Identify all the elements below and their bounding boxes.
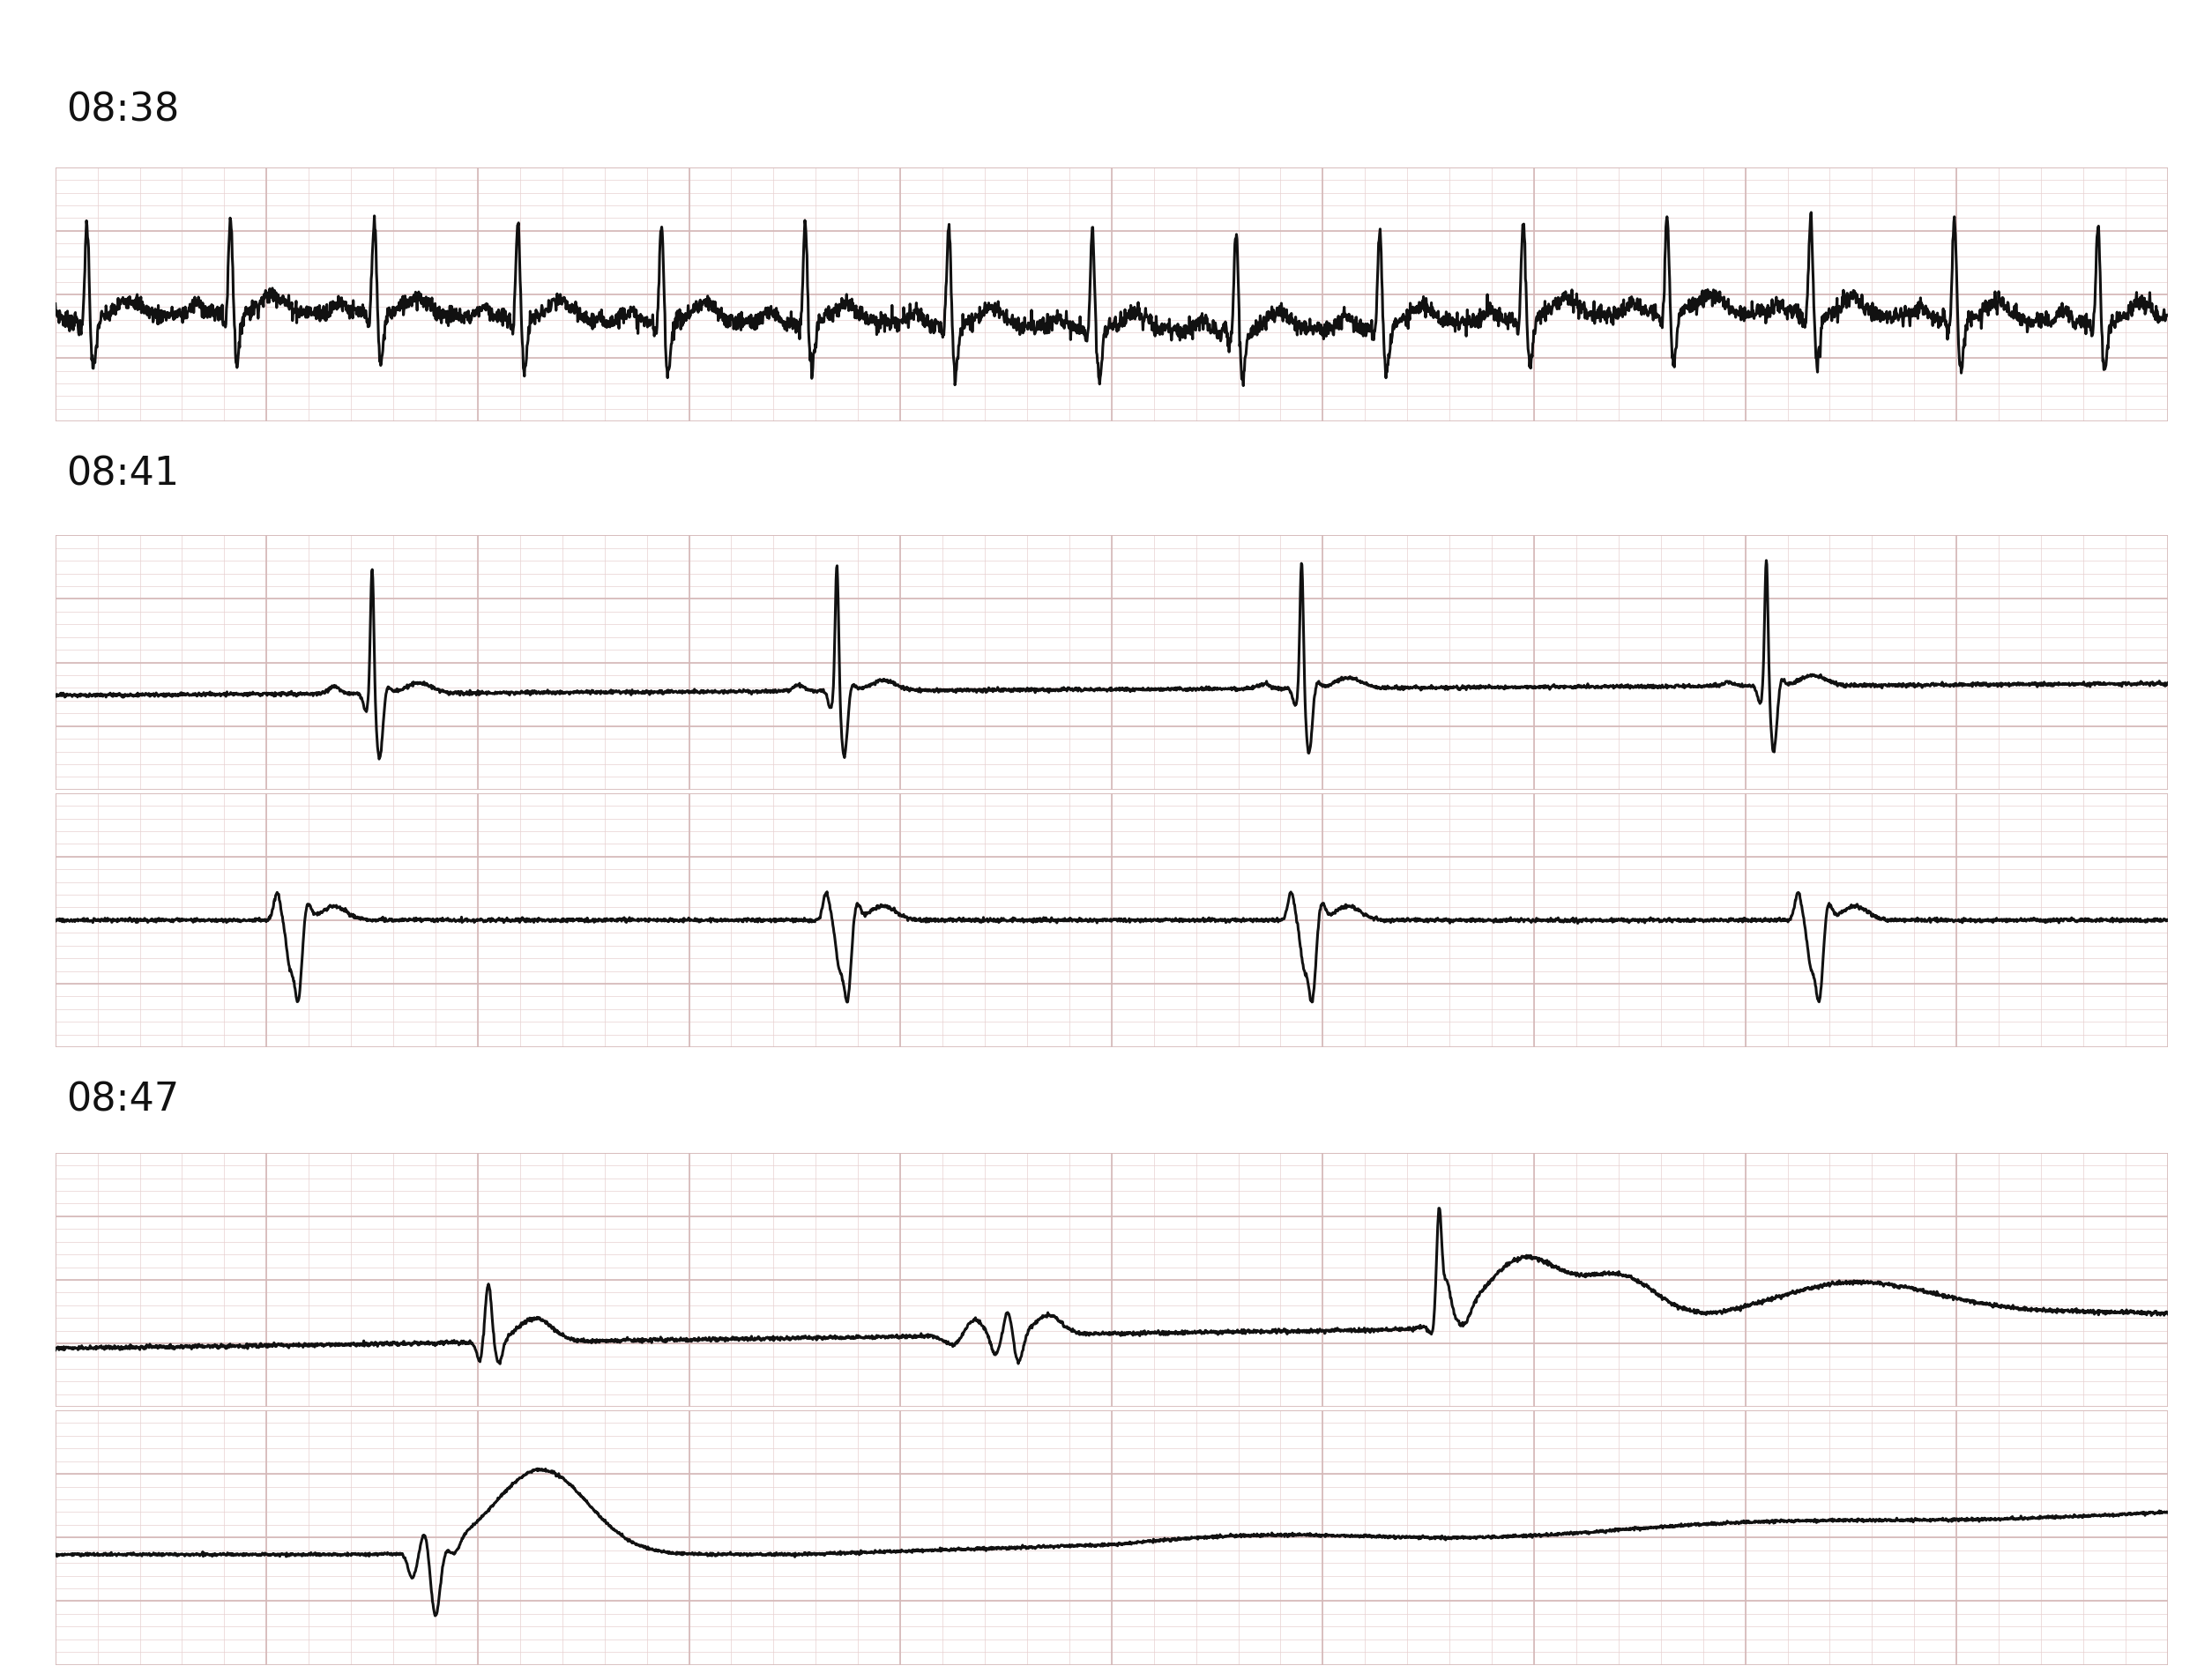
Text: 08:47: 08:47 [66, 1081, 179, 1119]
Text: 08:38: 08:38 [66, 90, 179, 129]
Text: 08:41: 08:41 [66, 455, 179, 494]
